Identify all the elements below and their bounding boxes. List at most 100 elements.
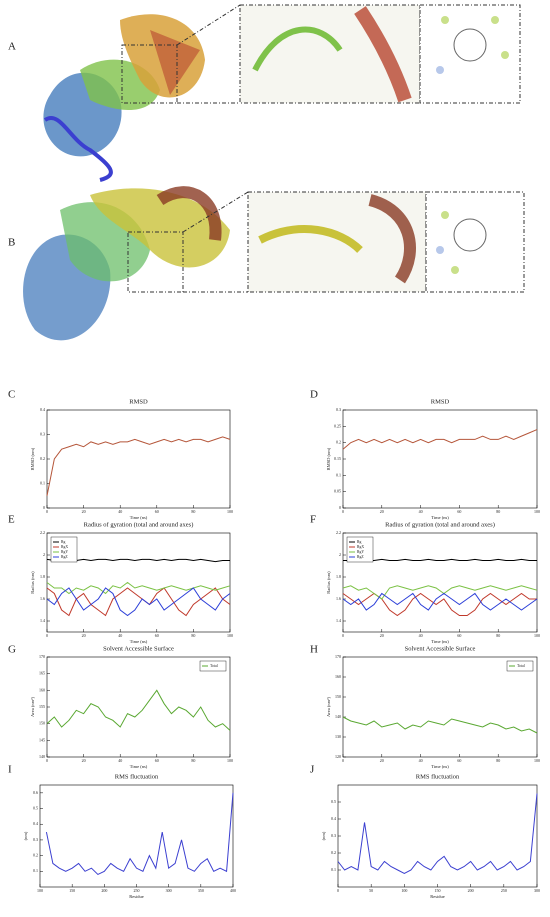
plot-frame bbox=[342, 409, 538, 509]
x-tick-label: 0 bbox=[46, 509, 48, 514]
y-tick-label: 150 bbox=[39, 721, 45, 726]
chart-title: RMSD bbox=[431, 398, 450, 405]
panel-label: B bbox=[8, 237, 15, 249]
y-tick-label: 2 bbox=[339, 552, 341, 557]
y-axis-label: (nm) bbox=[321, 831, 326, 840]
x-tick-label: 80 bbox=[191, 633, 195, 638]
x-tick-label: 0 bbox=[46, 633, 48, 638]
y-tick-label: 2.2 bbox=[336, 530, 341, 535]
chart: C RMSD 0 0.1 0.2 0.3 0.4 0 20 40 60 80 100 Time (ns) R… bbox=[8, 389, 233, 521]
x-tick-label: 40 bbox=[118, 509, 122, 514]
y-tick-label: 2 bbox=[43, 552, 45, 557]
x-tick-label: 50 bbox=[369, 888, 373, 893]
y-tick-label: 0.1 bbox=[331, 867, 336, 872]
x-tick-label: 100 bbox=[401, 888, 407, 893]
chart-title: Solvent Accessible Surface bbox=[405, 645, 476, 652]
y-axis-label: Radius (nm) bbox=[326, 571, 331, 594]
chart-title: Radius of gyration (total and around axe… bbox=[84, 521, 194, 528]
panel-label: F bbox=[310, 514, 316, 526]
series-line bbox=[343, 558, 537, 561]
x-axis-label: Time (ns) bbox=[431, 515, 449, 520]
panel-label: H bbox=[310, 644, 318, 656]
series-line bbox=[46, 581, 231, 595]
y-axis-label: RMSD (nm) bbox=[30, 447, 35, 470]
y-tick-label: 2.2 bbox=[40, 530, 45, 535]
x-tick-label: 100 bbox=[534, 633, 540, 638]
y-tick-label: 155 bbox=[39, 704, 45, 709]
y-tick-label: 0.3 bbox=[33, 837, 38, 842]
x-tick-label: 40 bbox=[419, 509, 423, 514]
legend-label: Total bbox=[517, 664, 525, 668]
x-tick-label: 60 bbox=[457, 633, 461, 638]
x-tick-label: 250 bbox=[501, 888, 507, 893]
x-tick-label: 40 bbox=[419, 758, 423, 763]
x-tick-label: 100 bbox=[227, 633, 233, 638]
x-tick-label: 80 bbox=[191, 758, 195, 763]
y-tick-label: 0.5 bbox=[331, 799, 336, 804]
plot-frame bbox=[342, 656, 538, 758]
y-tick-label: 0 bbox=[339, 505, 341, 510]
y-axis-label: Area (nm²) bbox=[30, 697, 35, 717]
x-tick-label: 60 bbox=[155, 509, 159, 514]
y-tick-label: 145 bbox=[39, 737, 45, 742]
x-tick-label: 150 bbox=[69, 888, 75, 893]
chart: G Solvent Accessible Surface 140 145 150 155 1… bbox=[8, 644, 233, 770]
y-tick-label: 0.1 bbox=[336, 472, 341, 477]
y-tick-label: 0.5 bbox=[33, 805, 38, 810]
chart: F Radius of gyration (total and around ax… bbox=[310, 514, 540, 645]
y-tick-label: 160 bbox=[335, 674, 341, 679]
y-tick-label: 0.4 bbox=[331, 816, 336, 821]
y-tick-label: 130 bbox=[335, 734, 341, 739]
plot-frame bbox=[46, 656, 231, 758]
x-tick-label: 250 bbox=[134, 888, 140, 893]
series-line bbox=[342, 429, 538, 450]
y-tick-label: 0.1 bbox=[33, 868, 38, 873]
y-tick-label: 0.3 bbox=[40, 431, 45, 436]
y-tick-label: 0.25 bbox=[334, 423, 341, 428]
y-tick-label: 0.2 bbox=[40, 456, 45, 461]
x-tick-label: 80 bbox=[496, 758, 500, 763]
x-axis-label: Residue bbox=[129, 894, 144, 899]
y-tick-label: 140 bbox=[335, 714, 341, 719]
series-line bbox=[342, 592, 538, 611]
x-tick-label: 60 bbox=[155, 758, 159, 763]
panel-label: E bbox=[8, 514, 15, 526]
y-tick-label: 0.2 bbox=[33, 853, 38, 858]
y-tick-label: 1.6 bbox=[40, 596, 45, 601]
series-line bbox=[45, 792, 234, 876]
y-tick-label: 0.6 bbox=[33, 790, 38, 795]
x-tick-label: 20 bbox=[380, 758, 384, 763]
chart: I RMS fluctuation 0.1 0.2 0.3 0.4 0.5 0.6 100 150… bbox=[8, 764, 236, 900]
y-tick-label: 0.2 bbox=[336, 440, 341, 445]
y-axis-label: Area (nm²) bbox=[326, 697, 331, 717]
y-tick-label: 0.4 bbox=[33, 821, 38, 826]
x-tick-label: 20 bbox=[82, 758, 86, 763]
x-tick-label: 0 bbox=[342, 758, 344, 763]
legend-label: RgX bbox=[61, 545, 68, 549]
legend-label: RgZ bbox=[61, 555, 68, 559]
x-tick-label: 0 bbox=[342, 633, 344, 638]
x-axis-label: Time (ns) bbox=[431, 764, 449, 769]
x-tick-label: 60 bbox=[457, 758, 461, 763]
x-tick-label: 100 bbox=[534, 509, 540, 514]
x-tick-label: 300 bbox=[534, 888, 540, 893]
y-tick-label: 1.6 bbox=[336, 596, 341, 601]
x-tick-label: 20 bbox=[380, 509, 384, 514]
panel-label: D bbox=[310, 389, 318, 401]
plot-frame bbox=[39, 784, 234, 888]
y-tick-label: 1.4 bbox=[336, 618, 341, 623]
y-tick-label: 140 bbox=[39, 754, 45, 759]
x-tick-label: 0 bbox=[337, 888, 339, 893]
x-tick-label: 200 bbox=[101, 888, 107, 893]
y-tick-label: 0.2 bbox=[331, 850, 336, 855]
panel-label: C bbox=[8, 389, 15, 401]
x-tick-label: 300 bbox=[166, 888, 172, 893]
chart-title: RMSD bbox=[129, 398, 148, 405]
y-tick-label: 120 bbox=[335, 754, 341, 759]
legend-label: Total bbox=[210, 664, 218, 668]
panel-label: A bbox=[8, 41, 16, 53]
y-tick-label: 0.4 bbox=[40, 407, 45, 412]
y-axis-label: RMSD (nm) bbox=[326, 447, 331, 470]
legend-label: RgY bbox=[61, 550, 68, 554]
